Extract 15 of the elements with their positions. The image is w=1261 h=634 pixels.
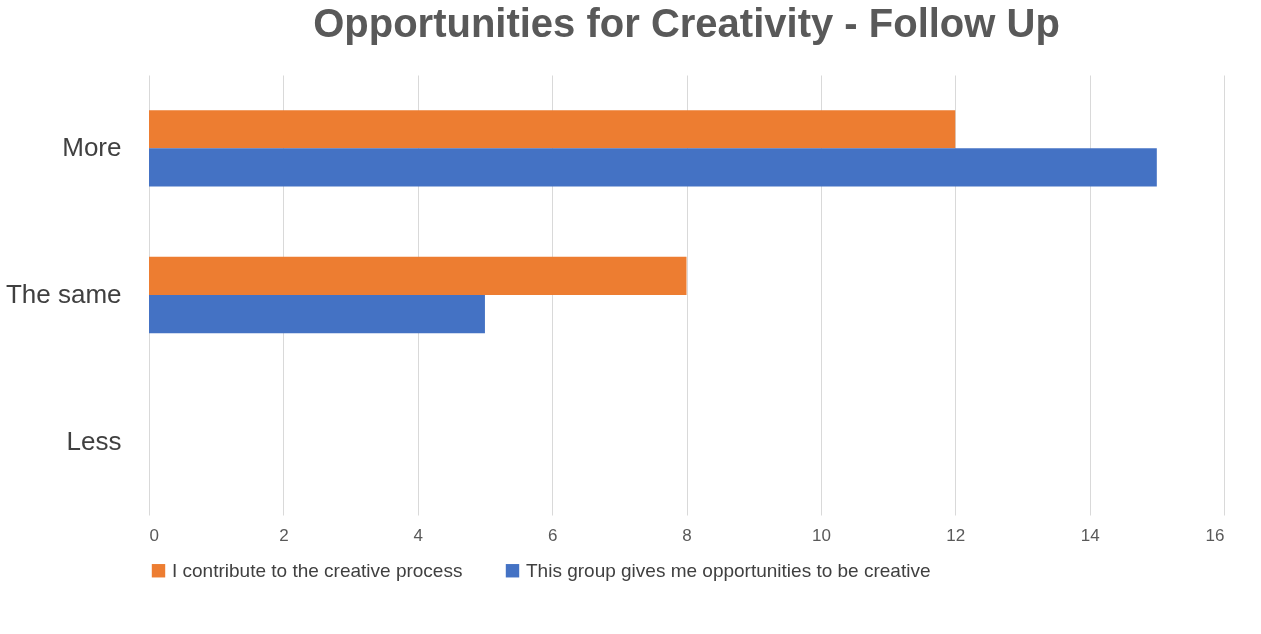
y-tick-label: Less	[66, 425, 122, 456]
x-tick-label: 8	[682, 525, 692, 545]
y-tick-label: The same	[5, 279, 122, 309]
x-tick-label: 6	[547, 525, 558, 545]
y-tick-label: More	[62, 132, 122, 163]
x-tick-label: 10	[811, 525, 831, 545]
legend-label: This group gives me opportunities to be creative	[526, 559, 931, 581]
x-tick-label: 4	[413, 525, 423, 545]
chart-title: Opportunities for Creativity - Follow Up	[313, 1, 1060, 45]
legend-label: I contribute to the creative process	[172, 559, 463, 581]
x-tick-label: 14	[1080, 525, 1100, 545]
x-tick-label: 2	[279, 525, 289, 545]
x-tick-label: 0	[149, 525, 159, 545]
x-tick-label: 16	[1205, 525, 1225, 545]
x-tick-label: 12	[946, 525, 966, 545]
